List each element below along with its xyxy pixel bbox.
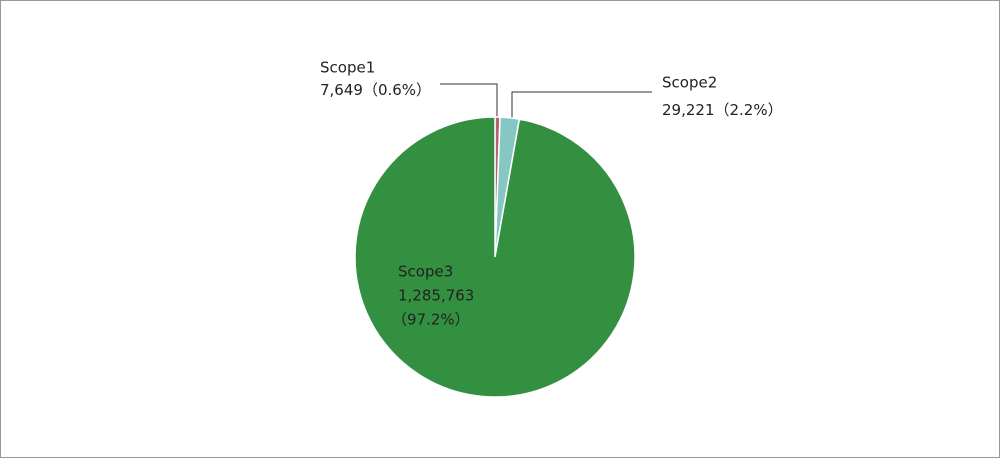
pie <box>354 116 636 398</box>
value-label: 29,221 <box>662 101 715 119</box>
leader-line <box>440 83 498 118</box>
slice-label: Scope1 <box>320 59 375 77</box>
percent-label: （97.2%） <box>392 311 470 329</box>
slice-label: Scope3 <box>398 263 453 281</box>
pie-slice <box>354 116 636 398</box>
leader-line <box>511 91 652 120</box>
value-label: 7,649 <box>320 81 363 99</box>
slice-label: Scope2 <box>662 74 717 92</box>
value-label: 29,221（2.2%） <box>662 101 783 119</box>
value-label: 1,285,763 <box>398 287 474 305</box>
value-label: 7,649（0.6%） <box>320 81 431 99</box>
percent-label: （2.2%） <box>715 101 783 119</box>
percent-label: （0.6%） <box>363 81 431 99</box>
